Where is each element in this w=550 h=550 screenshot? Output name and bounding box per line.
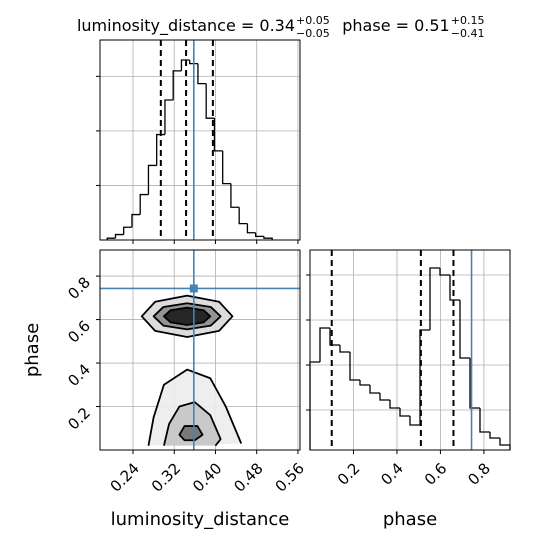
histogram-step xyxy=(164,99,174,135)
x-tick-label: 0.8 xyxy=(464,459,494,489)
histogram-step xyxy=(213,118,223,152)
histogram-step xyxy=(469,358,480,409)
contour xyxy=(163,401,222,447)
histogram-step xyxy=(172,70,182,100)
histogram-step xyxy=(230,183,240,208)
histogram-step xyxy=(319,327,330,362)
x-tick-label: 0.32 xyxy=(148,459,184,495)
title-upper-error: +0.05 xyxy=(296,14,330,27)
y-tick-label: 0.4 xyxy=(64,360,94,390)
histogram-step xyxy=(197,63,207,85)
histogram-step xyxy=(255,232,264,238)
title-upper-error: +0.15 xyxy=(451,14,485,27)
histogram-step xyxy=(147,164,157,195)
x-tick-label: 0.48 xyxy=(230,459,266,495)
x-tick-label: 0.40 xyxy=(189,459,225,495)
histogram-step xyxy=(369,385,380,394)
histogram-step xyxy=(246,223,256,234)
histogram-step xyxy=(263,236,273,240)
axes-frame xyxy=(99,39,301,241)
histogram-step xyxy=(449,275,460,301)
axes-frame xyxy=(99,249,301,451)
histogram-step xyxy=(489,432,500,439)
x-tick-label: 0.56 xyxy=(272,459,308,495)
x-tick-label: 0.2 xyxy=(334,459,364,489)
histogram-step xyxy=(379,393,390,401)
x-tick-label: 0.24 xyxy=(107,459,143,495)
histogram-step xyxy=(329,328,340,346)
contour xyxy=(163,306,212,326)
histogram-step xyxy=(479,408,490,433)
contour xyxy=(178,425,204,442)
panel-title: phase = 0.51 xyxy=(342,16,449,35)
histogram-step xyxy=(238,207,248,225)
histogram-step xyxy=(349,352,360,381)
axes-frame xyxy=(309,249,511,451)
histogram-step xyxy=(399,408,410,417)
histogram-step xyxy=(205,83,215,119)
y-tick-label: 0.8 xyxy=(64,273,94,303)
title-lower-error: −0.05 xyxy=(296,27,330,40)
histogram-step xyxy=(429,267,440,330)
histogram-step xyxy=(409,416,420,426)
x-axis-label: luminosity_distance xyxy=(111,509,290,530)
histogram-step xyxy=(359,380,370,386)
x-tick-label: 0.4 xyxy=(377,459,407,489)
y-tick-label: 0.6 xyxy=(64,317,94,347)
histogram-step xyxy=(499,438,511,450)
histogram-step xyxy=(309,361,320,450)
histogram-step xyxy=(389,400,400,409)
histogram-step xyxy=(139,193,149,215)
x-axis-label: phase xyxy=(383,509,437,530)
y-axis-label: phase xyxy=(22,323,43,377)
histogram-step xyxy=(123,226,132,235)
truth-point xyxy=(189,284,198,293)
x-tick-label: 0.6 xyxy=(421,459,451,489)
histogram-step xyxy=(439,268,450,276)
title-lower-error: −0.41 xyxy=(451,27,485,40)
histogram-step xyxy=(222,150,231,185)
histogram-step xyxy=(189,60,198,65)
histogram-step xyxy=(339,345,350,353)
y-tick-label: 0.2 xyxy=(64,404,94,434)
histogram-step xyxy=(459,300,470,359)
histogram-step xyxy=(114,233,124,239)
histogram-step xyxy=(106,237,116,240)
panel-title: luminosity_distance = 0.34 xyxy=(77,16,295,36)
histogram-step xyxy=(156,133,165,166)
histogram-step xyxy=(131,213,141,228)
